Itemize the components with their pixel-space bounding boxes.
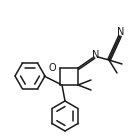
Text: O: O [48, 63, 56, 73]
Text: N: N [92, 50, 100, 60]
Text: N: N [117, 27, 125, 37]
